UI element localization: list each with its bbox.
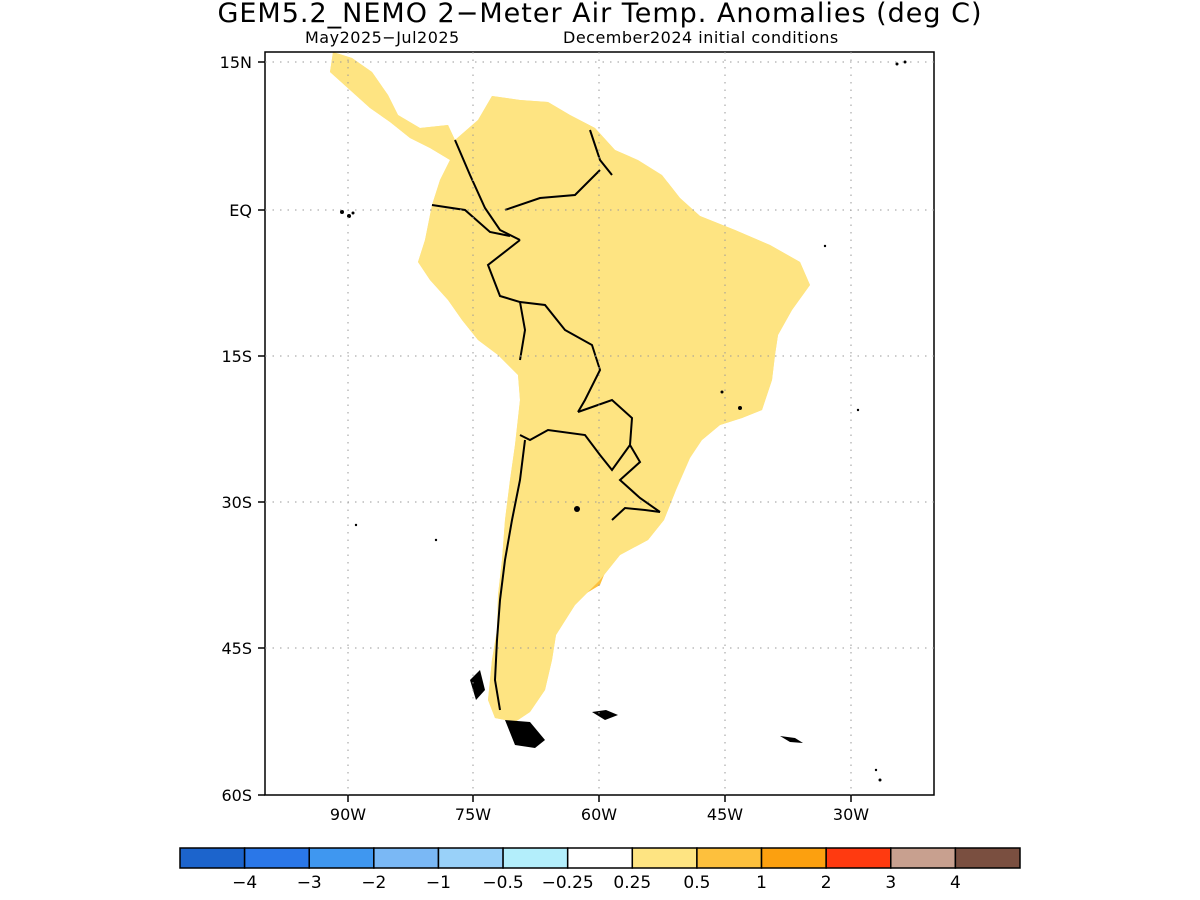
- legend-swatch: [243, 847, 310, 869]
- legend-label: −0.5: [482, 873, 523, 893]
- legend-label: −1: [426, 873, 451, 893]
- lat-label: EQ: [229, 201, 252, 220]
- legend-swatch: [696, 847, 763, 869]
- legend-label: 3: [885, 873, 896, 893]
- tick-marks: [258, 61, 852, 802]
- legend-label: 0.5: [683, 873, 710, 893]
- legend-swatch: [566, 847, 634, 869]
- legend-label: 1: [756, 873, 767, 893]
- legend-swatch: [760, 847, 827, 869]
- legend-label: −3: [297, 873, 322, 893]
- initial-conditions: December2024 initial conditions: [563, 28, 839, 47]
- legend-swatch: [502, 847, 569, 869]
- forecast-period: May2025−Jul2025: [305, 28, 460, 47]
- legend-label: −0.25: [542, 873, 594, 893]
- lon-label: 30W: [833, 805, 869, 824]
- legend-label: 4: [950, 873, 961, 893]
- lon-label: 60W: [581, 805, 617, 824]
- lon-label: 90W: [330, 805, 366, 824]
- coastlines: [329, 51, 811, 723]
- map-title: GEM5.2_NEMO 2−Meter Air Temp. Anomalies …: [217, 0, 983, 29]
- legend-label: −2: [361, 873, 386, 893]
- country-borders: [431, 129, 661, 711]
- lat-label: 60S: [221, 786, 252, 805]
- legend-swatch: [179, 847, 246, 869]
- legend-swatch: [954, 847, 1021, 869]
- lon-label: 45W: [707, 805, 743, 824]
- legend-label: −4: [232, 873, 257, 893]
- color-legend: −4 −3 −2 −1 −0.5 −0.25 0.25 0.5 1 2 3 4: [179, 847, 1021, 893]
- lat-label: 45S: [221, 639, 252, 658]
- longitude-labels: 90W 75W 60W 45W 30W: [330, 805, 869, 824]
- legend-swatch: [437, 847, 504, 869]
- lat-label: 15N: [220, 53, 252, 72]
- legend-swatch: [825, 847, 892, 869]
- islands: [340, 60, 907, 782]
- legend-swatch: [308, 847, 375, 869]
- lat-label: 15S: [221, 347, 252, 366]
- legend-swatch: [890, 847, 957, 869]
- legend-label: 2: [821, 873, 832, 893]
- latitude-labels: 15N EQ 15S 30S 45S 60S: [220, 53, 252, 805]
- legend-swatch: [631, 847, 698, 869]
- lon-label: 75W: [455, 805, 491, 824]
- legend-label: 0.25: [613, 873, 651, 893]
- legend-swatch: [373, 847, 440, 869]
- lat-label: 30S: [221, 493, 252, 512]
